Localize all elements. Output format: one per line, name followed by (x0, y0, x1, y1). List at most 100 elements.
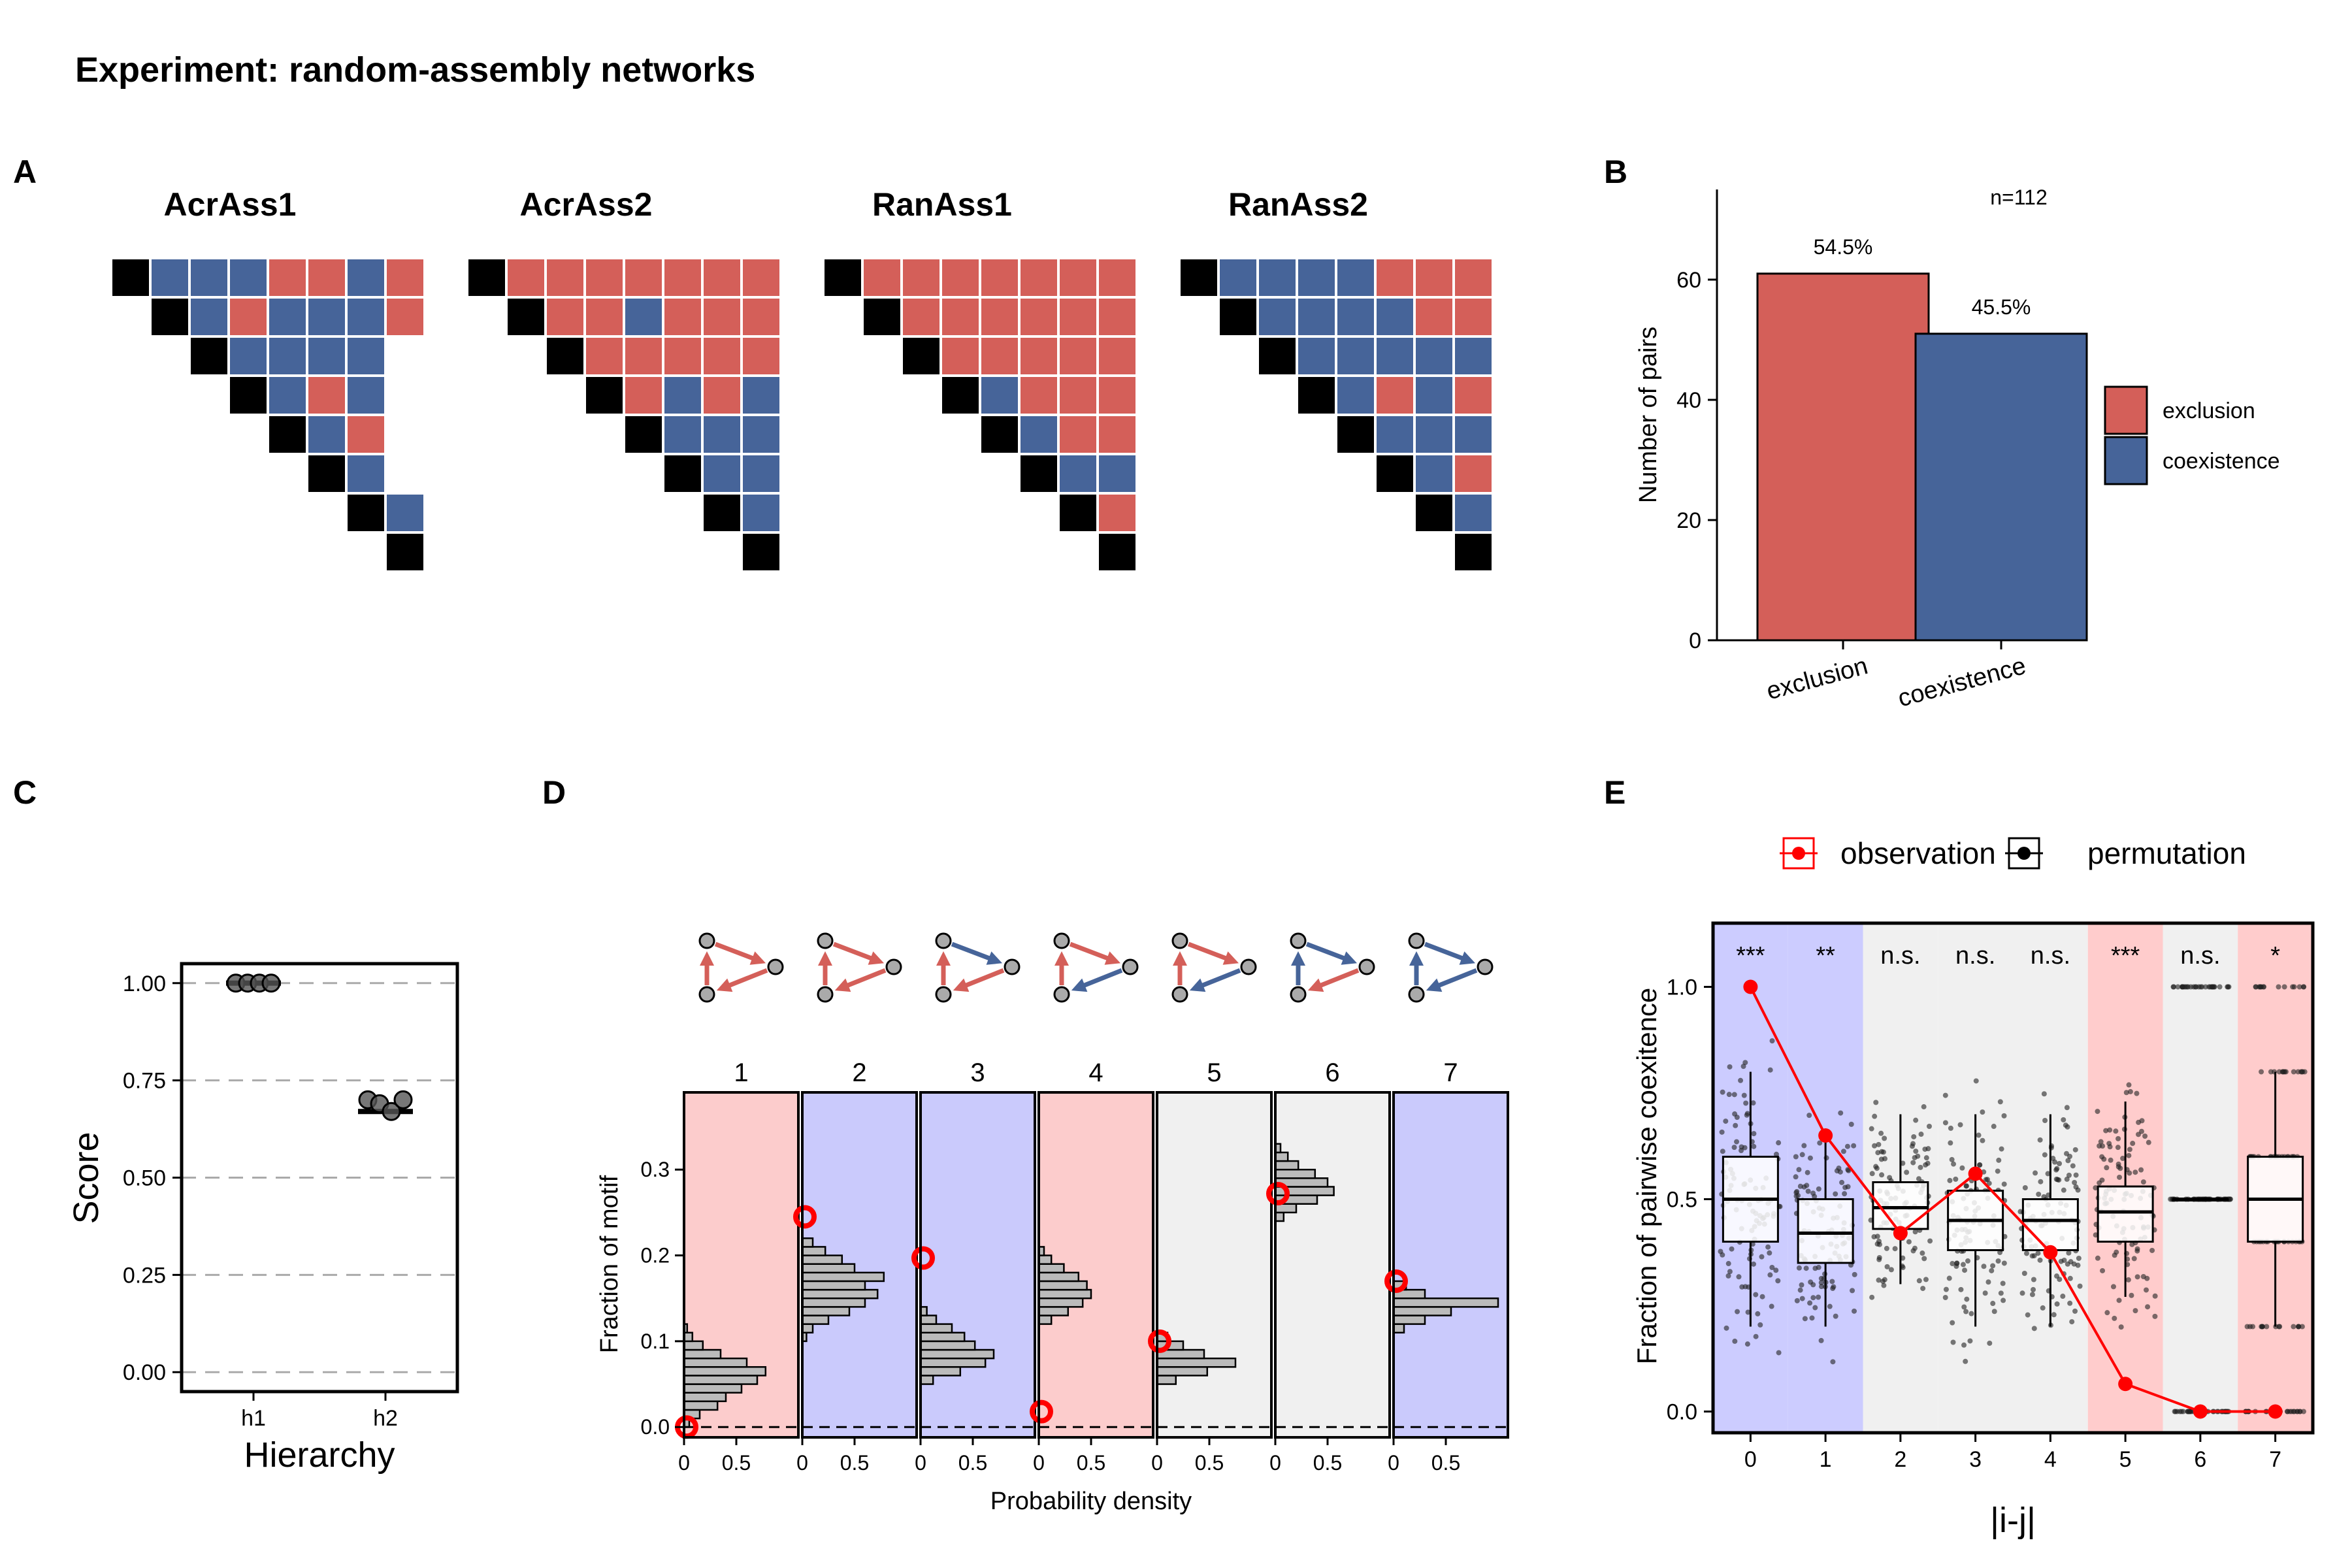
e-permutation-point (2290, 984, 2296, 990)
matrix-cell (230, 299, 267, 335)
panel-label-c: C (13, 774, 37, 811)
matrix-diagonal-cell (1181, 259, 1217, 296)
e-permutation-point (2118, 1324, 2124, 1330)
d-facet-frame (1156, 1091, 1273, 1439)
e-permutation-point (2029, 1292, 2035, 1298)
matrix-cell (1060, 338, 1096, 374)
matrix-cell (230, 338, 267, 374)
matrix-cell (1259, 259, 1296, 296)
matrix-cell (1021, 338, 1057, 374)
panel-d-motif-histograms: 10 0.520 0.530 0.540 0.550 0.560 0.570 0.50.00.… (596, 932, 1509, 1515)
matrix-cell (1099, 377, 1135, 414)
e-permutation-point (1963, 1358, 1968, 1364)
c-x-tick-label: h1 (241, 1406, 266, 1431)
e-permutation-point (1943, 1286, 1949, 1292)
panel-c-hierarchy-score: 0.00 0.25 0.50 0.75 1.00 h1 h2 Hierarchy Score (67, 962, 459, 1475)
matrix-cell (1099, 338, 1135, 374)
matrix-diagonal-cell (348, 495, 384, 531)
d-motif-arrowhead (749, 951, 766, 965)
c-x-tick-label: h2 (373, 1406, 398, 1431)
d-motif-node (1290, 932, 1307, 949)
e-permutation-point (1916, 1176, 1921, 1182)
e-permutation-point (1806, 1113, 1812, 1119)
matrix-cell (743, 377, 779, 414)
e-y-tick-label: 0.0 (1667, 1400, 1697, 1425)
e-permutation-point (1799, 1282, 1805, 1288)
e-permutation-point (2217, 984, 2223, 990)
matrix-cell (743, 299, 779, 335)
d-y-tick-label: 0.0 (641, 1415, 670, 1439)
e-permutation-point (1871, 1234, 1877, 1240)
matrix-diagonal-cell (547, 338, 583, 374)
e-permutation-point (1725, 1273, 1731, 1279)
matrix-title-0: AcrAss1 (164, 186, 297, 223)
d-motif-arrowhead (818, 951, 832, 966)
d-motif-arrowhead (1409, 951, 1424, 966)
d-x-tick-label: 0.5 (1077, 1451, 1105, 1475)
e-permutation-point (2054, 1301, 2060, 1307)
e-permutation-point (2065, 1124, 2070, 1130)
matrix-diagonal-cell (1021, 455, 1057, 492)
d-motif-node (1004, 958, 1021, 975)
e-legend-key-dot (2017, 847, 2031, 860)
e-permutation-point (2276, 1069, 2282, 1075)
e-permutation-point (1949, 1156, 1955, 1162)
matrix-cell (1220, 259, 1256, 296)
d-x-tick-label: 0 (678, 1451, 690, 1475)
e-permutation-point (1948, 1140, 1953, 1146)
matrix-cell (1416, 455, 1452, 492)
e-permutation-point (2264, 1324, 2270, 1330)
e-x-tick-label: 4 (2044, 1447, 2057, 1472)
b-bar (1914, 333, 2088, 642)
e-permutation-point (2152, 1313, 2158, 1319)
e-permutation-point (1767, 1250, 1772, 1256)
e-x-tick-label: 6 (2194, 1447, 2206, 1472)
d-histogram-bar (1392, 1297, 1499, 1308)
b-bar (1756, 272, 1930, 642)
c-frame (180, 962, 459, 1394)
matrix-cell (1416, 377, 1452, 414)
e-permutation-point (1968, 1311, 1974, 1316)
e-permutation-point (2130, 1141, 2136, 1147)
d-histogram-bar (1037, 1254, 1053, 1265)
e-permutation-point (2104, 1165, 2110, 1171)
e-permutation-point (2067, 1300, 2073, 1306)
e-permutation-point (1732, 1338, 1738, 1344)
e-permutation-point (2103, 1128, 2109, 1134)
e-permutation-point (1989, 1267, 1995, 1273)
d-motif-node (698, 932, 715, 949)
d-x-tick-label: 0.5 (722, 1451, 751, 1475)
d-facet-label: 4 (1088, 1058, 1103, 1087)
d-motif-node (767, 958, 784, 975)
e-permutation-point (1876, 1277, 1882, 1283)
d-facet-2: 20 0.5 (793, 932, 918, 1475)
e-permutation-point (1727, 1269, 1733, 1275)
e-permutation-point (2001, 1298, 2006, 1303)
panel-label-b: B (1604, 154, 1627, 190)
d-motif-arrowhead (953, 978, 970, 992)
e-permutation-point (1874, 1166, 1880, 1171)
matrix-cell (664, 299, 701, 335)
matrix-cell (547, 259, 583, 296)
d-histogram-bar (1392, 1306, 1452, 1316)
e-x-axis-label: |i-j| (1990, 1501, 2036, 1540)
e-permutation-point (1842, 1191, 1848, 1197)
d-facet-background (1275, 1092, 1390, 1437)
matrix-cell (1455, 299, 1492, 335)
d-x-tick-label: 0.5 (1313, 1451, 1342, 1475)
c-y-tick-label: 1.00 (123, 972, 166, 996)
e-permutation-point (1998, 1290, 2004, 1296)
matrix-cell (348, 299, 384, 335)
matrix-cell (1021, 377, 1057, 414)
e-permutation-point (2250, 1324, 2256, 1330)
e-observation-point (1743, 979, 1758, 994)
matrix-diagonal-cell (903, 338, 939, 374)
e-permutation-point (2064, 1176, 2070, 1182)
e-permutation-point (1888, 1267, 1894, 1273)
e-permutation-point (1960, 1262, 1966, 1267)
d-motif-arrowhead (1222, 951, 1239, 965)
e-permutation-point (2110, 1284, 2116, 1290)
e-permutation-point (2041, 1194, 2047, 1200)
e-permutation-point (2037, 1257, 2043, 1263)
e-permutation-point (1816, 1264, 1821, 1270)
